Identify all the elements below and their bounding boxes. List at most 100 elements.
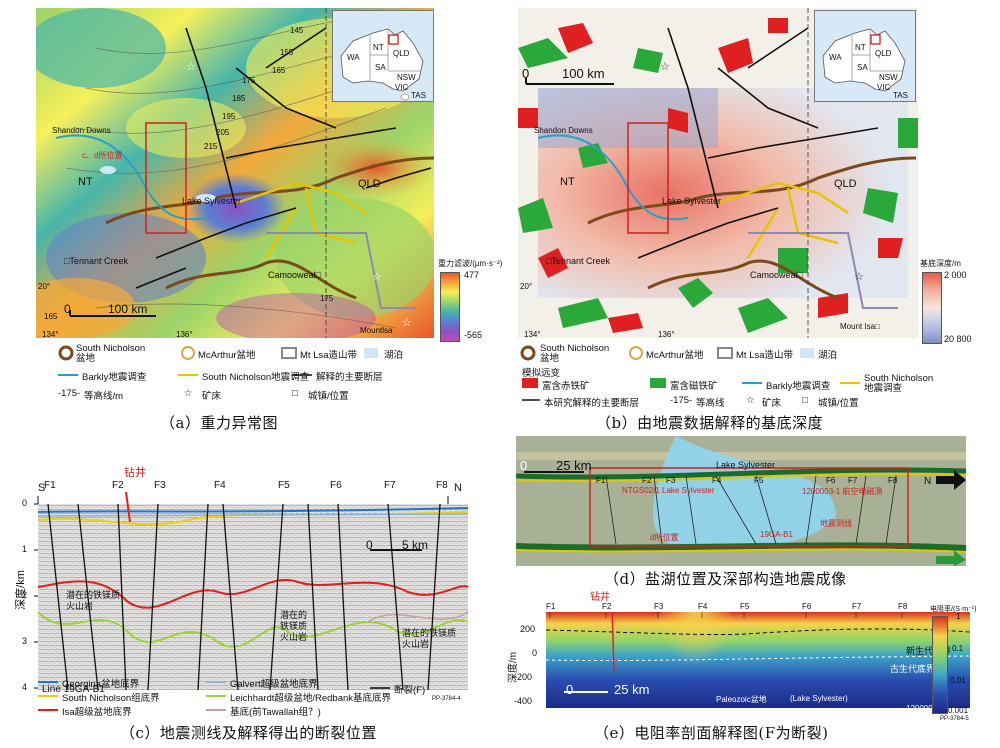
contour-label: 165 bbox=[272, 66, 286, 75]
colorbar-tick: 0.001 bbox=[948, 706, 969, 715]
seismic-label: 地震测线 bbox=[820, 519, 852, 528]
inset-nt: NT bbox=[855, 43, 866, 52]
legend-sn-survey: South Nicholson地震调查 bbox=[202, 372, 310, 383]
legend-b: South Nicholson 盆地 McArthur盆地 Mt Lsa造山带 … bbox=[520, 344, 940, 414]
inset-tas: TAS bbox=[893, 91, 908, 100]
lon-label-134: 134° bbox=[42, 330, 59, 339]
fault-label: F3 bbox=[666, 476, 676, 485]
paleozoic-label: Paleozoic盆地 bbox=[716, 695, 767, 704]
y-tick: 0 bbox=[22, 498, 28, 508]
inset-vic: VIC bbox=[395, 83, 409, 92]
fault-label: F8 bbox=[898, 602, 908, 611]
legend-mcarthur: McArthur盆地 bbox=[646, 350, 704, 361]
fault-label: F1 bbox=[546, 602, 556, 611]
australia-inset: WA NT QLD SA NSW VIC TAS bbox=[332, 10, 434, 102]
y-tick: 2 bbox=[22, 590, 28, 600]
deposit-icon: ☆ bbox=[746, 395, 755, 406]
south-label: S bbox=[38, 482, 46, 494]
y-tick: 3 bbox=[22, 636, 28, 646]
scale-zero: 0 bbox=[520, 458, 528, 473]
pp-label: PP-3784-4 bbox=[432, 696, 461, 702]
legend-contour: 等高线 bbox=[696, 398, 725, 409]
fault-label: F4 bbox=[712, 476, 722, 485]
fault-label: F7 bbox=[848, 476, 858, 485]
contour-label: 155 bbox=[280, 48, 294, 57]
resistivity-image bbox=[546, 612, 971, 708]
fault-label: F8 bbox=[436, 480, 448, 491]
legend-contour-prefix: -175- bbox=[670, 395, 693, 406]
deposit-icon: ☆ bbox=[184, 388, 193, 399]
scale-label: 25 km bbox=[614, 682, 650, 697]
legend-deposit: 矿床 bbox=[202, 391, 222, 402]
y-axis-label: 深度/km bbox=[14, 570, 27, 610]
colorbar-max: 477 bbox=[464, 270, 480, 280]
legend-deposit: 矿床 bbox=[762, 398, 782, 409]
legend-mtisa: Mt Lsa造山带 bbox=[736, 350, 794, 361]
legend-town: 城镇/位置 bbox=[308, 391, 349, 402]
fault-label: F2 bbox=[112, 480, 124, 491]
ga-label: 19GA-B1 bbox=[760, 530, 793, 539]
colorbar-title: 电阻率/(S·m⁻¹) bbox=[930, 606, 977, 613]
label-lake: Lake Sylvester bbox=[182, 196, 242, 206]
contour-label: 205 bbox=[216, 128, 230, 137]
fault-label: F3 bbox=[154, 480, 166, 491]
legend-magnetite: 富含磁铁矿 bbox=[670, 381, 718, 392]
resistivity-colorbar: 电阻率/(S·m⁻¹) 1 0.1 0.01 0.001 bbox=[930, 604, 1000, 722]
label-tennant: □Tennant Creek bbox=[546, 256, 610, 266]
caption-b: （b）由地震数据解释的基底深度 bbox=[596, 414, 824, 432]
label-mountisa: Mount Isa□ bbox=[840, 322, 880, 331]
depth-colorbar: 基底深度/m 2 000 20 800 bbox=[920, 258, 998, 348]
legend-a-icons bbox=[58, 345, 378, 376]
colorbar-title: 基底深度/m bbox=[920, 259, 961, 268]
fault-label: F5 bbox=[278, 480, 290, 491]
legend-sn-basin: South Nicholson 盆地 bbox=[76, 343, 146, 364]
y-axis-label: 深度/m bbox=[508, 651, 520, 684]
pp-label: PP-3784-5 bbox=[940, 716, 969, 722]
fault-label: F1 bbox=[596, 476, 606, 485]
y-tick: 1 bbox=[22, 544, 28, 554]
panel-b-basement-depth: ☆ ☆ WA NT QLD SA NSW VIC TAS 0 100 km Sh… bbox=[518, 8, 918, 339]
lat-label: 20° bbox=[38, 282, 51, 291]
fault-label: F2 bbox=[602, 602, 612, 611]
y-tick: 200 bbox=[520, 624, 536, 634]
colorbar-tick: 0.1 bbox=[952, 644, 964, 653]
label-shandon: Shandon Downs bbox=[534, 126, 593, 135]
label-qld: QLD bbox=[358, 178, 381, 190]
north-label: N bbox=[924, 476, 932, 487]
label-cd-pos: c、d所位置 bbox=[82, 151, 123, 160]
lake-label: Lake Sylvester bbox=[716, 460, 776, 470]
legend-lake: 湖泊 bbox=[384, 350, 404, 361]
deposit-star: ☆ bbox=[372, 271, 382, 283]
basement-map-image: ☆ ☆ bbox=[518, 8, 918, 338]
legend-mtisa: Mt Lsa造山带 bbox=[300, 350, 358, 361]
ntgs-label: NTGS02/1 Lake Sylvester bbox=[622, 486, 715, 495]
contour-label: 145 bbox=[290, 26, 304, 35]
inset-sa: SA bbox=[375, 63, 386, 72]
inset-nsw: NSW bbox=[397, 73, 416, 82]
colorbar-tick: 0.01 bbox=[950, 676, 966, 685]
legend-town: 城镇/位置 bbox=[818, 398, 859, 409]
scale-label: 100 km bbox=[562, 66, 605, 81]
fault-label: F5 bbox=[754, 476, 764, 485]
legend-south-nicholson: South Nicholson组底界 bbox=[62, 693, 160, 704]
legend-galvert: Galvert超级盆地底界 bbox=[230, 679, 318, 690]
colorbar-tick: 1 bbox=[956, 612, 961, 621]
legend-c-icons bbox=[38, 681, 390, 711]
deposit-star: ☆ bbox=[660, 61, 670, 73]
label-mountisa: Mountlsa bbox=[360, 326, 393, 335]
deposit-star: ☆ bbox=[854, 271, 864, 283]
label-lake: Lake Sylvester bbox=[662, 196, 722, 206]
drill-label: 钻井 bbox=[124, 467, 146, 479]
y-tick: -200 bbox=[514, 672, 533, 682]
inset-sa: SA bbox=[857, 63, 868, 72]
inset-qld: QLD bbox=[875, 49, 892, 58]
scale-zero: 0 bbox=[522, 66, 530, 81]
legend-contour: 等高线/m bbox=[84, 391, 124, 402]
annot-volcanic: 潜在的 铁镁质 火山岩 bbox=[280, 610, 308, 642]
label-qld: QLD bbox=[834, 178, 857, 190]
label-nt: NT bbox=[78, 176, 93, 188]
panel-c-seismic-section: 钻井 S N F1 F2 F3 F4 F5 F6 F7 F8 bbox=[8, 462, 478, 712]
legend-fault: 解释的主要断层 bbox=[316, 372, 383, 383]
legend-isa: Isa超级盆地底界 bbox=[62, 707, 132, 718]
label-shandon: Shandon Downs bbox=[52, 126, 111, 135]
